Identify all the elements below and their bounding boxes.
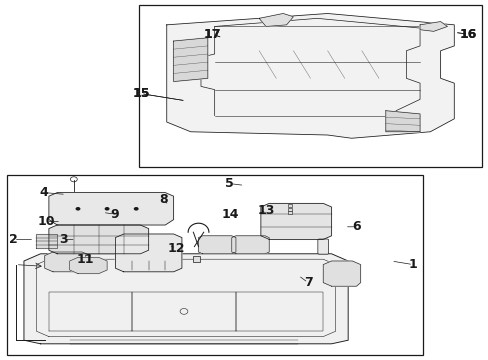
Polygon shape bbox=[37, 234, 57, 248]
Bar bbox=[287, 211, 292, 214]
Polygon shape bbox=[49, 193, 173, 225]
FancyBboxPatch shape bbox=[317, 239, 328, 254]
Text: 12: 12 bbox=[167, 242, 184, 255]
Text: 1: 1 bbox=[408, 258, 417, 271]
Polygon shape bbox=[24, 254, 347, 344]
Polygon shape bbox=[231, 236, 268, 254]
Text: 17: 17 bbox=[203, 28, 221, 41]
Bar bbox=[287, 208, 292, 211]
Text: 2: 2 bbox=[9, 233, 18, 246]
Polygon shape bbox=[419, 22, 447, 31]
Bar bbox=[192, 256, 200, 262]
Text: 6: 6 bbox=[352, 220, 361, 233]
Text: 5: 5 bbox=[225, 177, 234, 190]
Polygon shape bbox=[115, 234, 182, 272]
Polygon shape bbox=[261, 203, 331, 239]
Polygon shape bbox=[173, 38, 207, 81]
Text: 9: 9 bbox=[110, 208, 119, 221]
Text: 15: 15 bbox=[132, 87, 149, 100]
Text: 7: 7 bbox=[303, 276, 312, 289]
Text: 11: 11 bbox=[77, 253, 94, 266]
Polygon shape bbox=[198, 236, 236, 254]
Polygon shape bbox=[323, 261, 360, 286]
Text: 14: 14 bbox=[221, 208, 238, 221]
Text: 4: 4 bbox=[40, 186, 48, 199]
Bar bbox=[7, 175, 422, 355]
Circle shape bbox=[134, 207, 139, 211]
Text: 8: 8 bbox=[159, 193, 168, 206]
Polygon shape bbox=[385, 111, 419, 132]
Text: 17: 17 bbox=[203, 28, 221, 41]
Bar bbox=[287, 204, 292, 207]
Text: 15: 15 bbox=[132, 87, 149, 100]
Polygon shape bbox=[70, 257, 107, 274]
Polygon shape bbox=[166, 14, 453, 138]
Text: 16: 16 bbox=[459, 28, 476, 41]
Circle shape bbox=[104, 207, 109, 211]
Text: 10: 10 bbox=[38, 215, 55, 228]
Text: 16: 16 bbox=[459, 28, 476, 41]
Bar bbox=[139, 5, 481, 167]
Circle shape bbox=[76, 207, 80, 211]
Polygon shape bbox=[44, 252, 90, 272]
Polygon shape bbox=[259, 14, 293, 26]
Polygon shape bbox=[49, 225, 148, 254]
Text: 13: 13 bbox=[257, 204, 275, 217]
Text: 3: 3 bbox=[59, 233, 68, 246]
